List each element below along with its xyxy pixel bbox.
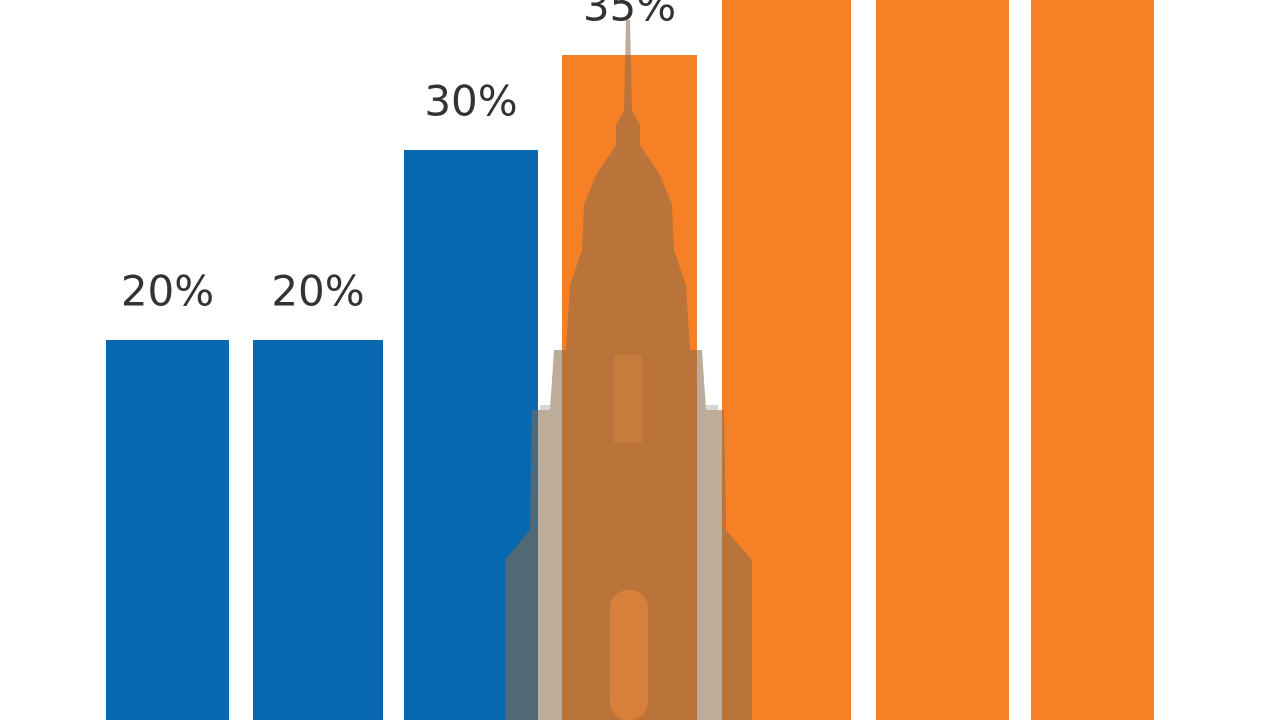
value-label: 20% (271, 267, 364, 316)
bar (106, 340, 229, 720)
bar (876, 0, 1009, 720)
labels: 20% 20% 30% 35% (121, 0, 676, 316)
tower-door (610, 590, 648, 720)
value-label: 20% (121, 267, 214, 316)
value-label: 35% (583, 0, 676, 31)
tower-silhouette (505, 20, 752, 720)
bar (1031, 0, 1154, 720)
tower-window (614, 355, 642, 443)
value-label: 30% (424, 77, 517, 126)
bar (253, 340, 383, 720)
